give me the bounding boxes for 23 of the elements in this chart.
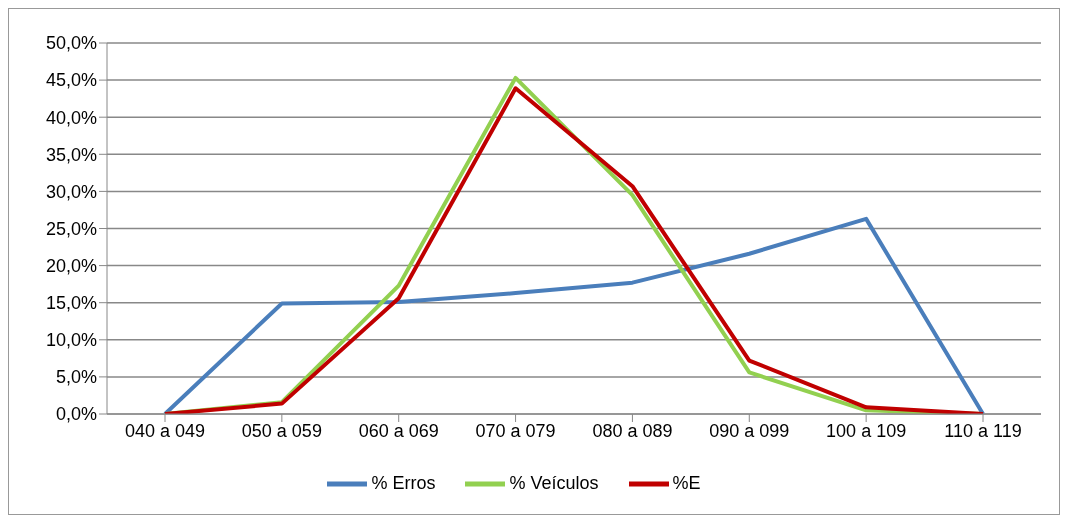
- x-tick-label: 090 a 099: [709, 420, 790, 441]
- legend-label: % Erros: [371, 472, 436, 493]
- x-tick-label: 100 a 109: [826, 420, 907, 441]
- legend-label: %E: [672, 472, 701, 493]
- x-tick-label: 040 a 049: [124, 420, 206, 441]
- y-tick-label: 10,0%: [45, 330, 97, 351]
- x-tick-label: 080 a 089: [592, 420, 673, 441]
- y-tick-label: 45,0%: [45, 70, 97, 91]
- y-tick-label: 20,0%: [45, 255, 97, 276]
- y-tick-label: 40,0%: [45, 107, 97, 128]
- y-tick-label: 35,0%: [45, 144, 97, 165]
- y-tick-label: 5,0%: [55, 367, 97, 388]
- line-series: [163, 216, 985, 414]
- x-tick-label: 070 a 079: [475, 420, 556, 441]
- y-tick-label: 15,0%: [45, 293, 97, 314]
- y-tick-label: 25,0%: [45, 218, 97, 239]
- x-tick-label: 060 a 069: [358, 420, 439, 441]
- x-tick-label: 050 a 059: [241, 420, 322, 441]
- legend-label: % Veículos: [509, 472, 599, 493]
- y-tick-label: 0,0%: [55, 404, 97, 425]
- y-tick-label: 50,0%: [45, 33, 97, 54]
- x-tick-label: 110 a 119: [944, 420, 1022, 441]
- y-tick-label: 30,0%: [45, 181, 97, 202]
